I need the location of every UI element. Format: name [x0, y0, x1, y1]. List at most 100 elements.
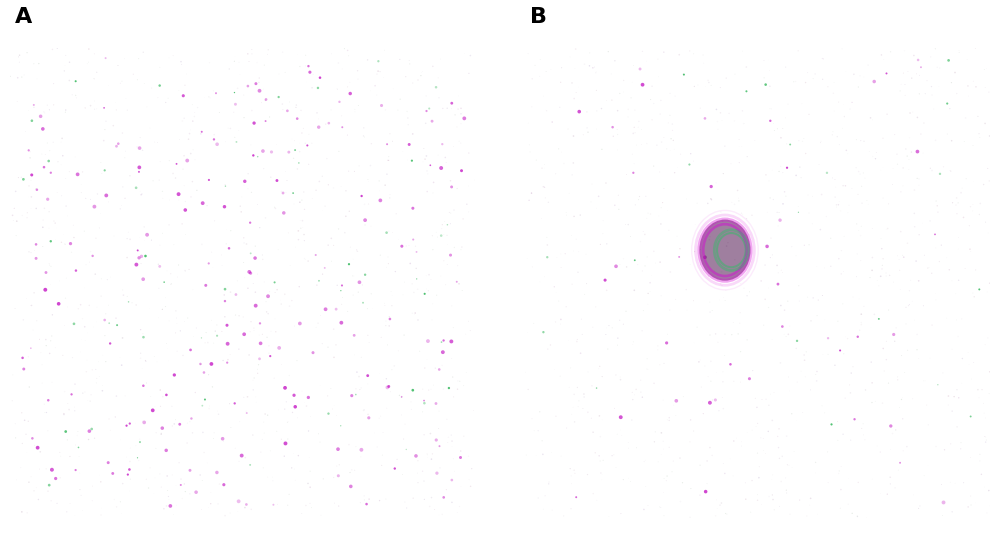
Point — [158, 294, 174, 302]
Point — [38, 408, 54, 417]
Point — [893, 227, 909, 236]
Point — [14, 73, 30, 81]
Point — [932, 170, 948, 178]
Point — [918, 376, 934, 385]
Point — [831, 198, 847, 206]
Point — [393, 393, 409, 402]
Point — [223, 226, 239, 235]
Point — [206, 135, 222, 144]
Point — [88, 234, 104, 242]
Point — [713, 268, 729, 276]
Point — [764, 416, 780, 425]
Point — [891, 403, 907, 412]
Point — [121, 297, 137, 306]
Point — [532, 407, 548, 416]
Point — [363, 289, 379, 298]
Point — [972, 199, 988, 208]
Point — [401, 241, 417, 250]
Point — [760, 427, 776, 436]
Point — [353, 353, 369, 362]
Point — [158, 446, 174, 454]
Point — [771, 425, 787, 433]
Point — [270, 245, 286, 254]
Point — [280, 435, 296, 443]
Point — [232, 202, 248, 210]
Point — [801, 240, 817, 249]
Point — [705, 396, 721, 404]
Point — [318, 120, 334, 128]
Point — [69, 431, 85, 440]
Point — [600, 345, 616, 354]
Point — [851, 295, 867, 303]
Point — [276, 209, 292, 217]
Point — [96, 136, 112, 145]
Point — [192, 360, 208, 368]
Point — [427, 364, 443, 372]
Point — [659, 207, 675, 215]
Point — [102, 273, 118, 281]
Point — [900, 301, 916, 310]
Point — [966, 358, 982, 367]
Point — [317, 264, 333, 272]
Point — [981, 486, 997, 495]
Point — [420, 337, 436, 345]
Point — [458, 368, 474, 376]
Point — [537, 183, 553, 192]
Point — [605, 132, 621, 140]
Point — [281, 371, 297, 380]
Point — [27, 246, 43, 255]
Point — [906, 209, 922, 218]
Point — [250, 365, 266, 374]
Point — [835, 430, 851, 438]
Point — [42, 280, 58, 288]
Point — [876, 367, 892, 375]
Point — [704, 307, 720, 315]
Point — [275, 189, 291, 197]
Point — [453, 246, 469, 254]
Point — [833, 207, 849, 215]
Point — [533, 214, 549, 223]
Point — [44, 378, 60, 387]
Point — [209, 140, 225, 148]
Point — [38, 465, 54, 473]
Point — [132, 134, 148, 142]
Point — [177, 197, 193, 206]
Point — [450, 105, 466, 113]
Point — [587, 63, 603, 72]
Point — [93, 477, 109, 486]
Point — [738, 63, 754, 72]
Point — [626, 160, 642, 168]
Point — [53, 452, 69, 460]
Point — [218, 240, 234, 248]
Point — [660, 119, 676, 127]
Point — [182, 125, 198, 134]
Point — [51, 277, 67, 285]
Point — [145, 176, 161, 185]
Point — [733, 209, 749, 217]
Point — [425, 189, 441, 197]
Point — [548, 412, 564, 420]
Point — [915, 149, 931, 158]
Point — [754, 500, 770, 509]
Point — [171, 458, 187, 467]
Point — [714, 281, 730, 290]
Point — [664, 126, 680, 135]
Point — [526, 427, 542, 435]
Point — [943, 439, 959, 448]
Point — [54, 134, 70, 143]
Point — [933, 241, 949, 249]
Point — [639, 253, 655, 261]
Point — [250, 270, 266, 278]
Point — [275, 48, 291, 57]
Point — [856, 137, 872, 145]
Point — [805, 74, 821, 83]
Point — [409, 274, 425, 283]
Point — [867, 397, 883, 405]
Point — [379, 170, 395, 178]
Point — [540, 345, 556, 354]
Point — [231, 126, 247, 135]
Point — [136, 79, 152, 88]
Point — [134, 417, 150, 425]
Point — [221, 244, 237, 253]
Point — [758, 170, 774, 179]
